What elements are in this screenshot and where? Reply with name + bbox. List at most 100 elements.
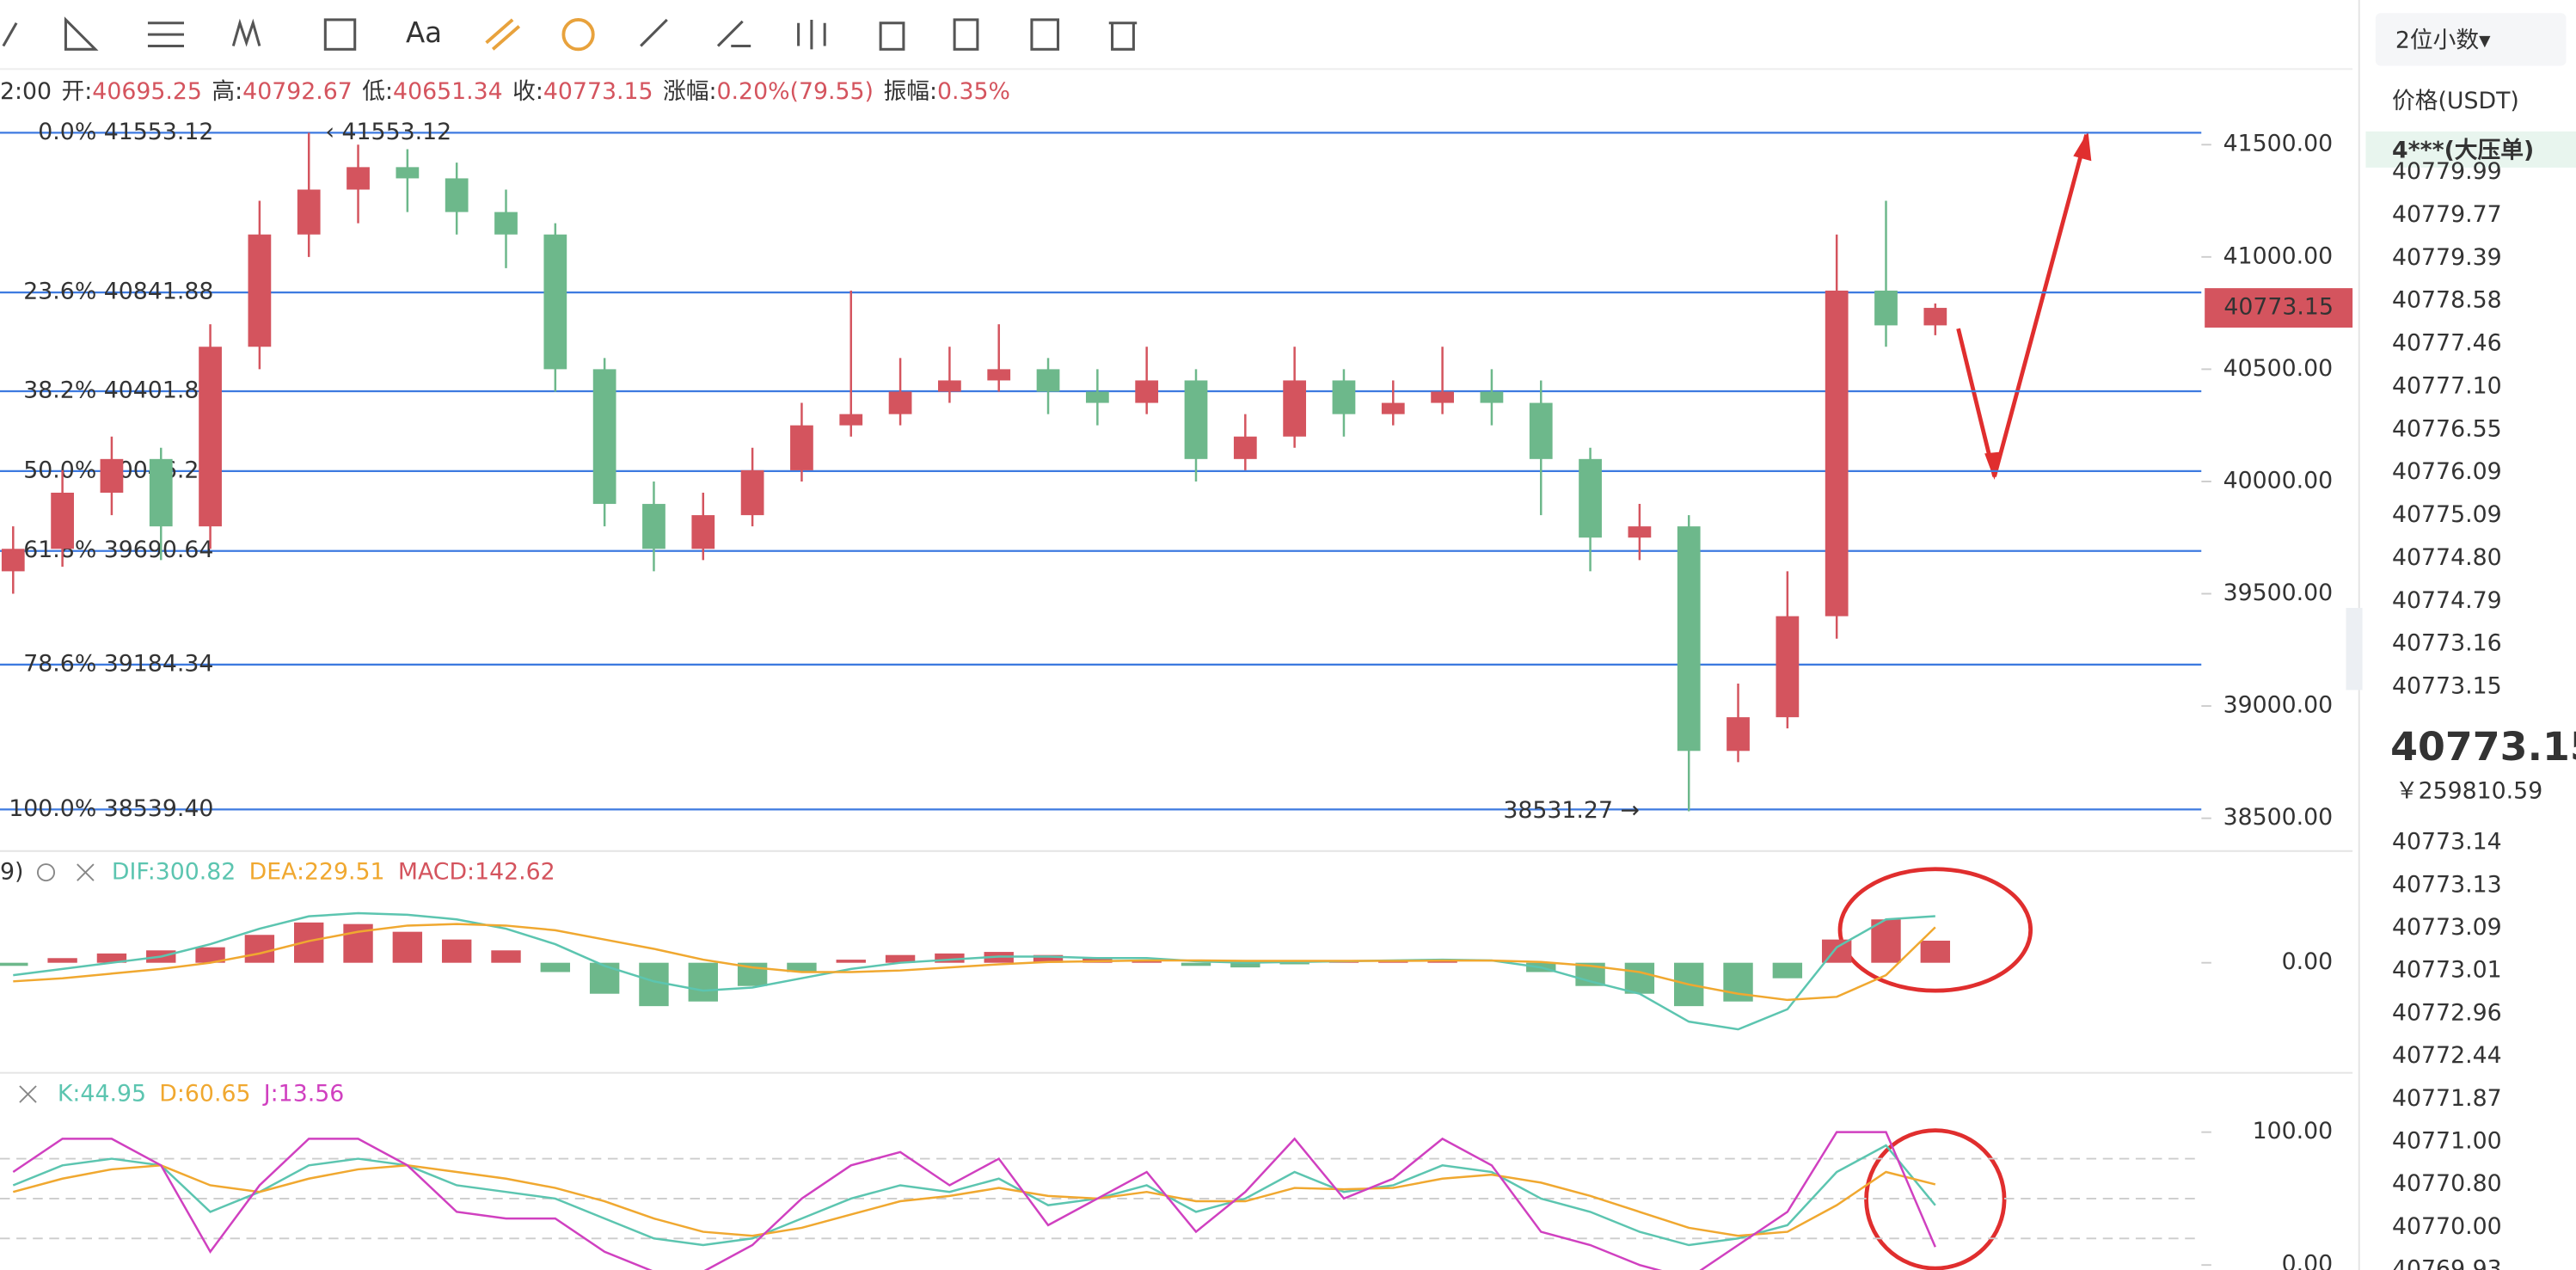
bid-price: 40773.09 [2392, 914, 2502, 941]
indicator-line [13, 923, 1936, 1002]
tool-icon[interactable] [323, 18, 357, 51]
big-order-bg [2365, 131, 2576, 168]
macd-bar [1378, 960, 1408, 963]
bid-price: 40771.87 [2392, 1085, 2502, 1112]
candle-body [199, 347, 222, 527]
macd-bar [195, 947, 225, 963]
tool-icon[interactable] [64, 16, 99, 51]
time-label: 2:00 [0, 78, 52, 105]
macd-bar [787, 962, 817, 972]
bid-price: 40773.14 [2392, 829, 2502, 856]
macd-bar [1230, 962, 1260, 968]
collapse-handle[interactable] [2346, 607, 2363, 690]
candle-body [100, 458, 124, 494]
ask-price: 40774.80 [2392, 544, 2502, 571]
last-price-label: 40773.15 [2223, 294, 2334, 321]
y-tick-label: 38500.00 [2223, 804, 2334, 831]
close-icon [19, 1085, 37, 1103]
indicator-line [13, 911, 1935, 1031]
tool-icon[interactable] [953, 18, 979, 51]
ask-price: 40776.55 [2392, 415, 2502, 442]
y-tick-label: 40000.00 [2223, 467, 2334, 494]
info-value: 40695.25 [92, 78, 202, 105]
macd-legend: DIF:300.82 DEA:229.51 MACD:142.62 [112, 858, 555, 885]
macd-bar [1772, 962, 1803, 979]
tool-icon[interactable] [147, 21, 184, 48]
orderbook-header: 价格(USDT) [2392, 88, 2519, 114]
candle-body [1480, 391, 1504, 403]
candle-body [1529, 402, 1553, 459]
ask-price: 40773.15 [2392, 673, 2502, 700]
candle-body [1135, 380, 1159, 403]
highlight-circle [1837, 867, 2033, 993]
tool-icon[interactable] [1108, 21, 1138, 51]
bid-price: 40773.13 [2392, 871, 2502, 898]
macd-bar [1279, 962, 1309, 965]
info-label: 涨幅: [663, 78, 717, 105]
legend-entry: MACD:142.62 [398, 858, 555, 885]
ask-price: 40773.16 [2392, 630, 2502, 657]
ask-price: 40776.09 [2392, 458, 2502, 485]
macd-bar [1871, 919, 1901, 963]
tool-icon[interactable] [797, 19, 826, 50]
y-tick-label: 0.00 [2282, 1251, 2334, 1270]
macd-plot [0, 911, 1951, 1031]
tool-icon[interactable] [2, 22, 18, 47]
macd-bar [47, 958, 77, 963]
candle-body [839, 414, 863, 426]
info-value: 40792.67 [242, 78, 353, 105]
ask-price: 40777.10 [2392, 372, 2502, 399]
orderbook-rows: 40779.99 40779.77 40779.39 40778.58 40777.46… [2390, 158, 2576, 1270]
candle-body [1233, 436, 1257, 459]
macd-bar [1624, 962, 1655, 994]
candle-body [1381, 402, 1405, 414]
info-label: 收: [512, 78, 543, 105]
y-tick-label: 39500.00 [2223, 580, 2334, 606]
macd-bar [0, 962, 28, 966]
candle-body [1628, 526, 1652, 538]
candle-body [592, 369, 616, 505]
bid-price: 40769.93 [2392, 1255, 2502, 1270]
y-tick-label: 100.00 [2253, 1118, 2334, 1144]
bid-price: 40772.96 [2392, 999, 2502, 1026]
macd-bar [836, 960, 866, 963]
tool-icon[interactable] [1030, 18, 1060, 51]
candle-body [1923, 308, 1947, 326]
ask-price: 40774.79 [2392, 587, 2502, 614]
fib-label: 23.6% 40841.88 [23, 279, 213, 305]
candle-body [1184, 380, 1208, 459]
candle-body [691, 515, 715, 549]
indicator-label: 9) [0, 858, 23, 885]
y-tick-label: 40500.00 [2223, 355, 2334, 382]
close-icon [77, 863, 95, 881]
tool-label[interactable]: Aa [406, 16, 442, 49]
candle-body [740, 469, 764, 516]
bid-price: 40773.01 [2392, 957, 2502, 984]
price-annotation: ‹ 41553.12 [325, 119, 451, 145]
legend-entry: DIF:300.82 [112, 858, 236, 885]
fib-label: 38.2% 40401.85 [23, 377, 213, 404]
tool-icon[interactable] [231, 18, 261, 47]
macd-bar [441, 939, 472, 963]
info-label: 开: [62, 78, 93, 105]
tool-icon[interactable] [640, 18, 668, 47]
info-label: 低: [362, 78, 393, 105]
legend-entry: D:60.65 [159, 1080, 250, 1107]
macd-bar [589, 962, 620, 994]
toolbar: Aa [2, 16, 1138, 52]
info-value: 40773.15 [543, 78, 653, 105]
precision-select[interactable] [2375, 13, 2567, 66]
indicator-line [12, 1164, 1936, 1237]
tool-icon[interactable] [561, 18, 595, 52]
info-bar: 2:00 开:40695.25 高:40792.67 低:40651.34 收:4077… [0, 78, 1010, 105]
price-annotation: 38531.27 → [1503, 797, 1640, 824]
tool-icon[interactable] [716, 20, 751, 48]
ask-price: 40779.99 [2392, 158, 2502, 185]
precision-select-label: 2位小数▾ [2395, 27, 2491, 53]
tool-icon[interactable] [485, 18, 521, 51]
legend-entry: K:44.95 [58, 1080, 146, 1107]
y-tick-label: 41500.00 [2223, 131, 2334, 157]
tool-icon[interactable] [879, 21, 905, 51]
